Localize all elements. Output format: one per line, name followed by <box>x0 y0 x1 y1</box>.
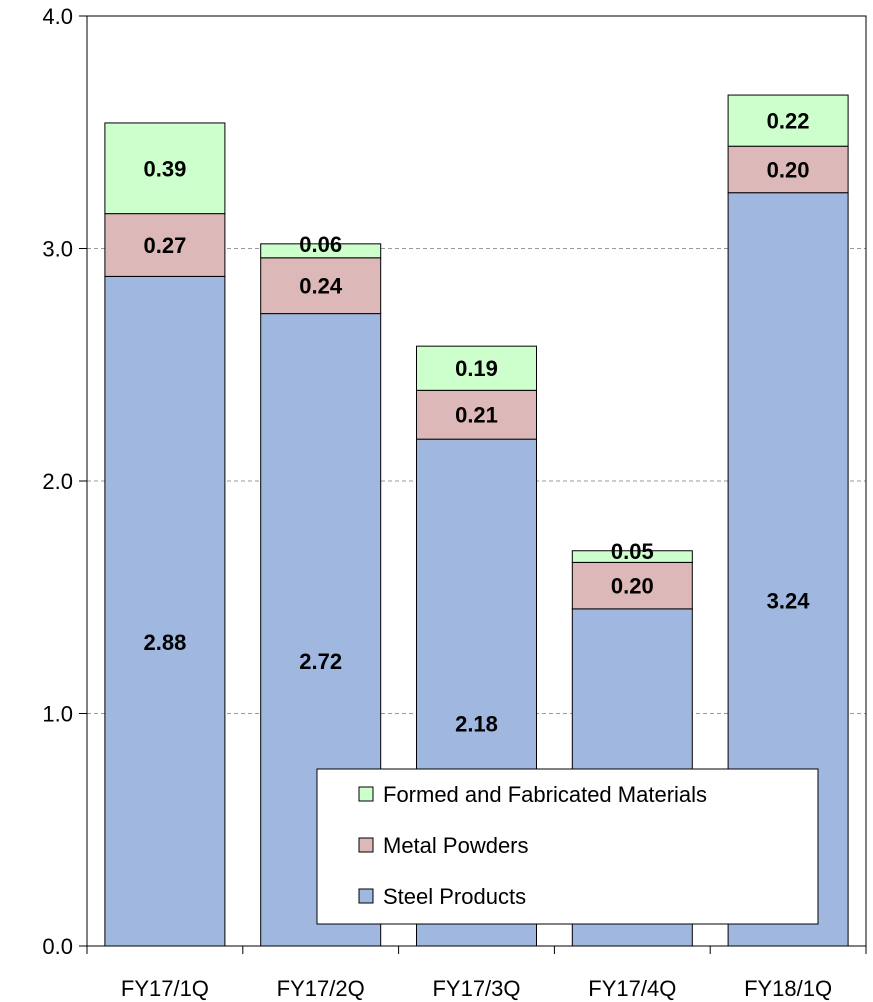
bar-segment <box>727 94 849 147</box>
legend-label: Metal Powders <box>383 833 529 858</box>
data-label: 0.24 <box>299 274 343 299</box>
data-label: 0.39 <box>143 156 186 181</box>
data-label: 0.22 <box>767 109 810 134</box>
data-label: 2.88 <box>143 630 186 655</box>
data-label: 0.20 <box>767 157 810 182</box>
data-labels: 2.880.270.392.720.240.062.180.210.191.45… <box>143 109 810 822</box>
bar-segment <box>104 275 226 947</box>
data-label: 0.05 <box>611 539 654 564</box>
x-tick-label: FY17/3Q <box>432 976 520 1001</box>
data-label: 0.19 <box>455 356 498 381</box>
y-tick-label: 4.0 <box>42 4 73 29</box>
bars <box>104 94 849 947</box>
legend-swatch <box>358 786 374 802</box>
y-tick-label: 0.0 <box>42 934 73 959</box>
x-tick-label: FY17/2Q <box>277 976 365 1001</box>
bar-segment <box>416 389 537 440</box>
y-axis-ticks: 0.0 1.0 2.0 3.0 4.0 <box>42 4 87 959</box>
y-tick-label: 2.0 <box>42 469 73 494</box>
data-label: 2.72 <box>299 649 342 674</box>
data-label: 2.18 <box>455 712 498 737</box>
bar-segment <box>727 145 849 194</box>
legend-swatch <box>358 888 374 904</box>
legend-box <box>316 768 819 925</box>
x-axis-ticks: FY17/1Q FY17/2Q FY17/3Q FY17/4Q FY18/1Q <box>86 946 867 1001</box>
x-tick-label: FY17/4Q <box>588 976 676 1001</box>
data-label: 0.27 <box>143 233 186 258</box>
bar-segment <box>571 550 693 563</box>
legend-swatch <box>358 837 374 853</box>
x-tick-label: FY17/1Q <box>121 976 209 1001</box>
y-tick-label: 1.0 <box>42 702 73 727</box>
data-label: 3.24 <box>767 588 811 613</box>
legend: Formed and Fabricated Materials Metal Pow… <box>316 768 819 925</box>
data-label: 0.06 <box>299 232 342 257</box>
bar-segment <box>104 122 226 215</box>
legend-label: Formed and Fabricated Materials <box>383 782 707 807</box>
data-label: 0.21 <box>455 403 498 428</box>
bar-segment <box>260 243 382 259</box>
data-label: 0.20 <box>611 574 654 599</box>
bar-segment <box>416 345 537 391</box>
bar-segment <box>260 257 382 315</box>
x-tick-label: FY18/1Q <box>744 976 832 1001</box>
y-tick-label: 3.0 <box>42 237 73 262</box>
bar-segment <box>104 213 226 277</box>
legend-label: Steel Products <box>383 884 526 909</box>
